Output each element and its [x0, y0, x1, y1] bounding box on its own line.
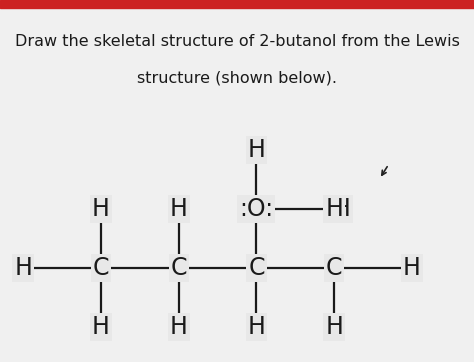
Text: H: H	[170, 315, 188, 338]
Text: structure (shown below).: structure (shown below).	[137, 71, 337, 86]
Text: H: H	[333, 197, 351, 221]
Text: H: H	[92, 197, 110, 221]
Text: H: H	[325, 197, 343, 221]
Text: C: C	[326, 256, 342, 280]
Bar	[0, 0, 474, 8]
Text: H: H	[170, 197, 188, 221]
Text: H: H	[403, 256, 421, 280]
Text: C: C	[248, 256, 264, 280]
Text: C: C	[93, 256, 109, 280]
Text: Draw the skeletal structure of 2-butanol from the Lewis: Draw the skeletal structure of 2-butanol…	[15, 34, 459, 49]
Text: H: H	[92, 315, 110, 338]
Text: :O:: :O:	[239, 197, 273, 221]
Text: H: H	[247, 138, 265, 162]
Text: H: H	[247, 315, 265, 338]
Text: H: H	[325, 315, 343, 338]
Text: H: H	[14, 256, 32, 280]
Text: C: C	[171, 256, 187, 280]
